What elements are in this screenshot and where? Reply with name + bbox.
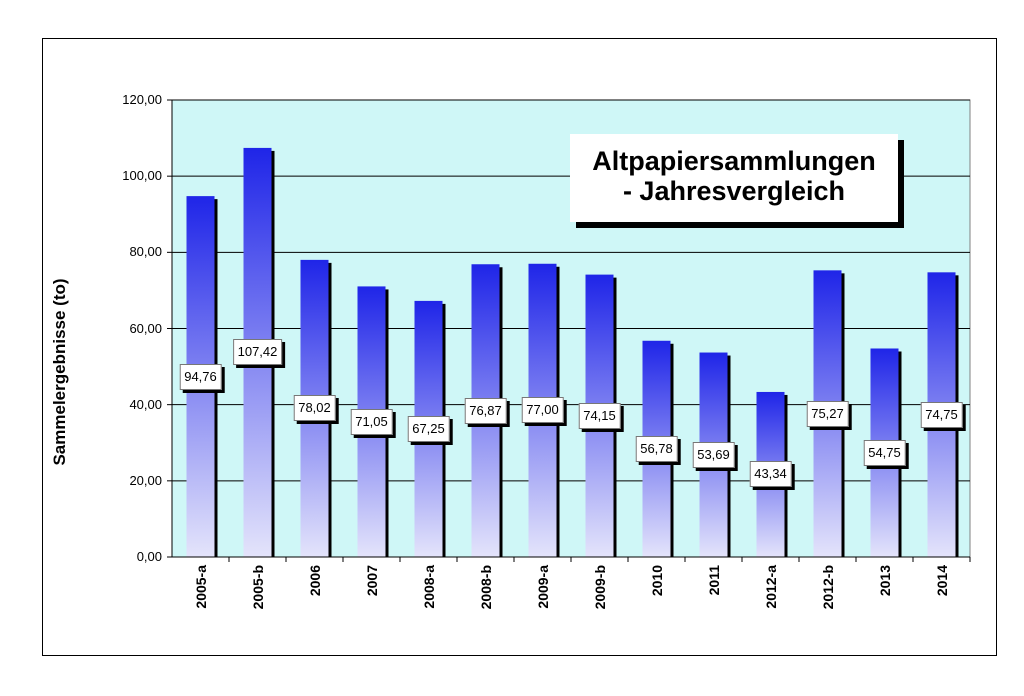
value-label-2006: 78,02 — [293, 395, 336, 422]
y-tick-label: 60,00 — [129, 320, 162, 336]
value-label-2005-a: 94,76 — [179, 363, 222, 390]
value-label-2007: 71,05 — [350, 408, 393, 435]
x-tick-label-2008-a: 2008-a — [420, 565, 437, 609]
x-tick-label-2009-b: 2009-b — [591, 565, 608, 610]
x-tick-marks — [228, 557, 971, 562]
x-tick-label-2007: 2007 — [363, 565, 380, 597]
x-tick-label-2006: 2006 — [306, 565, 323, 597]
value-label-2012-b: 75,27 — [806, 400, 849, 427]
x-tick-label-2005-b: 2005-b — [249, 565, 266, 610]
x-tick-label-2010: 2010 — [648, 565, 665, 597]
chart-title-line-2: - Jahresvergleich — [622, 176, 846, 206]
x-tick-label-2012-a: 2012-a — [762, 565, 779, 609]
x-tick-label-2013: 2013 — [876, 565, 893, 597]
value-label-2005-b: 107,42 — [232, 339, 283, 366]
value-label-2009-b: 74,15 — [578, 402, 621, 429]
x-tick-label-2005-a: 2005-a — [192, 565, 209, 609]
y-axis-label: Sammelergebnisse (to) — [50, 278, 69, 466]
x-tick-label-2008-b: 2008-b — [477, 565, 494, 610]
y-tick-label: 20,00 — [129, 472, 162, 488]
value-label-2013: 54,75 — [863, 439, 906, 466]
x-tick-label-2014: 2014 — [933, 565, 950, 597]
y-tick-label: 40,00 — [129, 396, 162, 412]
y-tick-label: 0,00 — [136, 549, 162, 564]
value-label-2012-a: 43,34 — [749, 461, 792, 488]
value-label-2008-b: 76,87 — [464, 397, 507, 424]
chart-title-line-1: Altpapiersammlungen — [592, 146, 876, 176]
y-tick-label: 120,00 — [122, 92, 162, 107]
y-tick-label: 100,00 — [122, 168, 162, 184]
value-label-2011: 53,69 — [692, 441, 735, 468]
x-tick-label-2011: 2011 — [705, 565, 722, 596]
value-label-2014: 74,75 — [920, 401, 963, 428]
value-label-2010: 56,78 — [635, 435, 678, 462]
y-tick-label: 80,00 — [129, 244, 162, 260]
chart-title: Altpapiersammlungen - Jahresvergleich — [570, 134, 898, 222]
value-label-2008-a: 67,25 — [407, 415, 450, 442]
value-label-2009-a: 77,00 — [521, 397, 564, 424]
x-tick-label-2012-b: 2012-b — [819, 565, 836, 610]
x-tick-label-2009-a: 2009-a — [534, 565, 551, 609]
